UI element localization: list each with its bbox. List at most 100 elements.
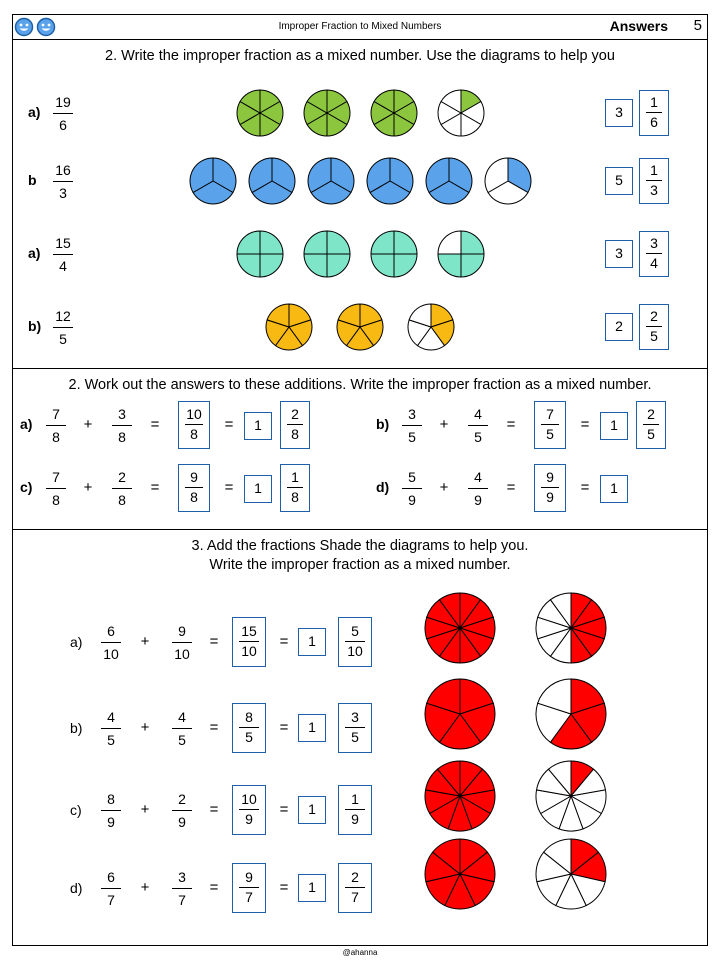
shaded-slice [303, 230, 328, 255]
equals-sign: = [224, 479, 234, 496]
numerator: 9 [245, 869, 253, 885]
answer-whole-box[interactable]: 5 [605, 167, 633, 195]
denominator: 7 [178, 892, 186, 908]
denominator: 5 [546, 426, 554, 442]
sum-fraction-box[interactable]: 10 9 [232, 785, 266, 835]
denominator: 3 [650, 182, 658, 198]
fraction-circle-diagram [535, 838, 607, 910]
fraction-bar [468, 488, 488, 489]
shaded-slice [425, 157, 450, 194]
fraction-bar [345, 641, 365, 642]
answer-whole-box[interactable]: 1 [600, 475, 628, 503]
fraction-circle-diagram [424, 678, 496, 750]
numerator: 1 [650, 94, 658, 110]
fraction-circle-diagram [303, 230, 351, 278]
answer-whole-box[interactable]: 1 [298, 628, 326, 656]
denominator: 3 [59, 185, 67, 201]
denominator: 5 [408, 429, 416, 445]
unshaded-slice [537, 678, 572, 715]
denominator: 4 [650, 255, 658, 271]
answer-whole-box[interactable]: 1 [244, 412, 272, 440]
numerator: 7 [546, 406, 554, 422]
fraction-circle-diagram [437, 230, 485, 278]
fraction-bar [101, 888, 121, 889]
numerator: 10 [241, 791, 257, 807]
denominator: 8 [291, 426, 299, 442]
fraction-circle-diagram [236, 89, 284, 137]
shaded-slice [251, 180, 293, 205]
shaded-slice [370, 253, 395, 278]
answer-whole-box[interactable]: 3 [605, 99, 633, 127]
fraction-bar [287, 487, 303, 488]
fraction-bar [239, 887, 259, 888]
answer-whole-box[interactable]: 1 [298, 874, 326, 902]
fraction-bar [345, 727, 365, 728]
denominator: 8 [118, 492, 126, 508]
plus-sign: + [140, 633, 150, 650]
numerator: 4 [107, 709, 115, 725]
fraction-bar [185, 424, 203, 425]
answer-fraction-box[interactable]: 5 10 [338, 617, 372, 667]
numerator: 2 [291, 406, 299, 422]
answer-whole-box[interactable]: 3 [605, 240, 633, 268]
shaded-slice [303, 253, 328, 278]
numerator: 9 [546, 469, 554, 485]
shaded-slice [424, 702, 461, 744]
answer-whole-box[interactable]: 2 [605, 313, 633, 341]
shaded-slice [438, 713, 482, 750]
question-label: c) [70, 802, 82, 818]
sum-fraction-box[interactable]: 15 10 [232, 617, 266, 667]
shaded-slice [393, 230, 418, 255]
shaded-slice [438, 592, 461, 630]
shaded-slice [248, 157, 273, 194]
equals-sign: = [209, 633, 219, 650]
answer-whole-box[interactable]: 1 [298, 796, 326, 824]
denominator: 8 [52, 429, 60, 445]
plus-sign: + [83, 416, 93, 433]
shaded-slice [460, 230, 485, 255]
question-label: d) [70, 880, 83, 896]
numerator: 4 [474, 406, 482, 422]
equals-sign: = [506, 416, 516, 433]
fraction-circle-diagram [265, 303, 313, 351]
fraction-circle-diagram [535, 760, 607, 832]
fraction-circle-diagram [425, 157, 473, 205]
denominator: 10 [241, 643, 257, 659]
shaded-slice [426, 678, 461, 715]
answer-whole-box[interactable]: 1 [600, 412, 628, 440]
answer-whole-box[interactable]: 1 [244, 475, 272, 503]
answers-label: Answers [609, 18, 668, 34]
denominator: 5 [650, 328, 658, 344]
shaded-slice [236, 230, 261, 255]
numerator: 5 [408, 469, 416, 485]
numerator: 19 [55, 94, 71, 110]
shaded-slice [307, 157, 332, 194]
fraction-bar [239, 809, 259, 810]
answer-whole-box[interactable]: 1 [298, 714, 326, 742]
equals-sign: = [224, 416, 234, 433]
sum-fraction-box[interactable]: 10 8 [178, 401, 210, 449]
shaded-slice [428, 180, 470, 205]
fraction-circle-diagram [307, 157, 355, 205]
numerator: 16 [55, 162, 71, 178]
equals-sign: = [279, 719, 289, 736]
plus-sign: + [140, 719, 150, 736]
plus-sign: + [439, 479, 449, 496]
